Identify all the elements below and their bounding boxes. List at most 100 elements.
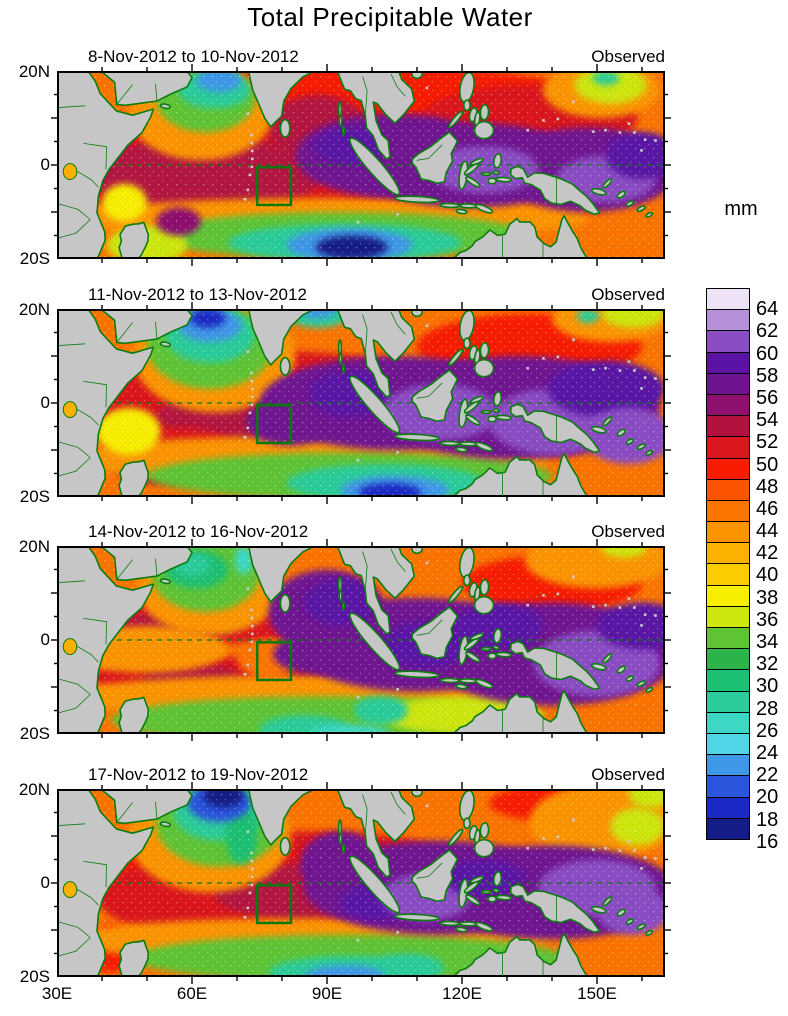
island xyxy=(493,390,503,407)
island xyxy=(159,821,172,828)
island xyxy=(473,120,495,140)
island xyxy=(458,921,478,927)
lake-victoria xyxy=(62,401,78,419)
x-axis-label: 60E xyxy=(176,984,208,1003)
colorbar-tick-label: 56 xyxy=(756,386,779,409)
tick-marks xyxy=(51,539,671,741)
panel-1-period: 8-Nov-2012 to 10-Nov-2012 xyxy=(88,47,299,66)
island xyxy=(448,585,464,604)
coastline-madagascar xyxy=(118,221,150,259)
coastline-australia xyxy=(452,453,589,497)
map-panel-2 xyxy=(51,302,671,504)
colorbar-tick-label: 64 xyxy=(756,298,779,321)
land-group xyxy=(57,71,654,259)
colorbar-segment xyxy=(706,393,750,417)
coastline-australia xyxy=(452,690,589,734)
island xyxy=(479,822,490,839)
lake-victoria xyxy=(62,881,78,899)
colorbar-tick-label: 36 xyxy=(756,608,779,631)
analysis-box xyxy=(256,166,293,207)
panel-3-source: Observed xyxy=(591,522,665,541)
coastline-indochina xyxy=(336,309,416,398)
y-axis-label: 20S xyxy=(19,724,50,743)
island xyxy=(479,342,490,359)
island xyxy=(590,425,607,434)
y-axis-label: 0 xyxy=(40,873,50,892)
colorbar-tick-label: 20 xyxy=(756,786,779,809)
island xyxy=(337,819,343,836)
island xyxy=(394,433,440,442)
colorbar-segment xyxy=(706,754,750,777)
island xyxy=(349,855,401,914)
coastline-arabia xyxy=(99,546,193,582)
y-axis-label: 0 xyxy=(40,393,50,412)
colorbar-segment xyxy=(706,732,750,756)
colorbar-segment xyxy=(706,499,750,523)
coastline-indochina xyxy=(336,546,416,635)
colorbar-tick-label: 28 xyxy=(756,697,779,720)
chart-title: Total Precipitable Water xyxy=(247,2,533,32)
lake-victoria xyxy=(62,163,78,181)
island xyxy=(479,579,490,596)
colorbar-segment xyxy=(706,627,750,650)
island xyxy=(493,627,503,644)
map-panel-4 xyxy=(51,782,671,984)
y-axis-label: 20S xyxy=(19,967,50,986)
island xyxy=(474,921,494,932)
island xyxy=(469,632,484,641)
island xyxy=(455,208,468,215)
island xyxy=(463,817,471,830)
colorbar-segment xyxy=(706,584,750,607)
colorbar-tick-label: 22 xyxy=(756,764,779,787)
island xyxy=(625,918,635,925)
island xyxy=(458,878,469,909)
country-borders xyxy=(57,311,557,497)
island xyxy=(394,195,440,204)
colorbar-segment xyxy=(706,775,750,798)
island xyxy=(602,896,613,907)
coastline-australia xyxy=(452,933,589,977)
land-group xyxy=(57,309,654,497)
island xyxy=(458,441,478,447)
colorbar-tick-label: 18 xyxy=(756,808,779,831)
island xyxy=(439,440,461,447)
y-axis-label: 0 xyxy=(40,155,50,174)
island xyxy=(602,653,613,664)
colorbar-tick-label: 48 xyxy=(756,475,779,498)
colorbar-tick-label: 44 xyxy=(756,520,779,543)
island xyxy=(645,211,654,218)
island xyxy=(455,926,468,933)
coastline-india xyxy=(247,546,316,603)
island xyxy=(448,110,464,129)
lake-victoria xyxy=(62,638,78,656)
island xyxy=(349,612,401,671)
coastline-madagascar xyxy=(118,696,150,734)
y-axis-label: 20N xyxy=(18,62,50,81)
island xyxy=(159,578,172,585)
island xyxy=(341,364,346,374)
island xyxy=(616,428,627,437)
island xyxy=(463,99,471,112)
tick-marks xyxy=(51,782,671,984)
colorbar-segment xyxy=(706,796,750,819)
y-axis-label: 0 xyxy=(40,630,50,649)
island xyxy=(455,446,468,453)
x-axis-label: 90E xyxy=(311,984,343,1003)
colorbar-segment xyxy=(706,605,750,628)
colorbar-segment xyxy=(706,351,750,374)
tick-marks xyxy=(51,302,671,504)
island xyxy=(602,416,613,427)
island-specks xyxy=(243,324,657,462)
island xyxy=(439,677,461,684)
colorbar-tick-label: 60 xyxy=(756,342,779,365)
island xyxy=(590,187,607,196)
colorbar-tick-label: 16 xyxy=(756,830,779,853)
tick-marks xyxy=(51,64,671,266)
island xyxy=(492,645,500,650)
island xyxy=(279,593,291,613)
colorbar-segment xyxy=(706,415,750,438)
colorbar-tick-label: 30 xyxy=(756,675,779,698)
island xyxy=(493,870,503,887)
island xyxy=(636,680,646,688)
colorbar-segment xyxy=(706,436,750,459)
